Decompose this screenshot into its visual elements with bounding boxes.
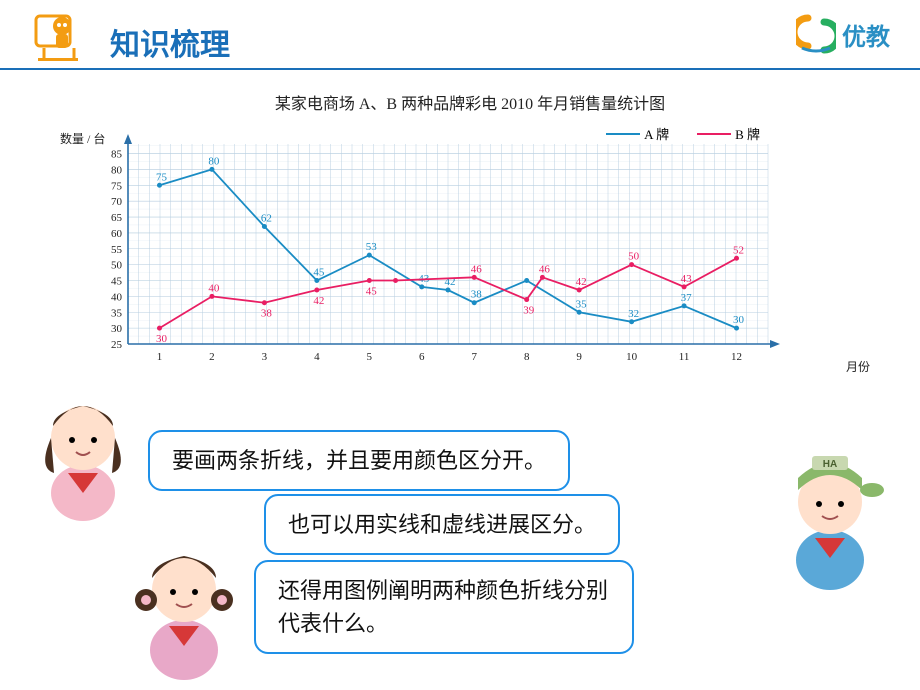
svg-text:1: 1 [157,351,163,363]
svg-text:35: 35 [576,298,588,310]
svg-text:45: 45 [111,276,123,288]
svg-text:4: 4 [314,351,320,363]
legend-swatch-b [697,133,731,135]
svg-text:40: 40 [208,282,220,294]
svg-text:11: 11 [679,351,690,363]
speech-bubble-1: 要画两条折线，并且要用颜色区分开。 [148,430,570,491]
svg-text:25: 25 [111,339,123,351]
svg-text:52: 52 [733,244,744,256]
legend-item-a: A 牌 [606,124,669,143]
svg-text:45: 45 [366,286,378,298]
speech-bubble-2: 也可以用实线和虚线进展区分。 [264,494,620,555]
svg-text:46: 46 [539,263,551,275]
svg-text:43: 43 [681,273,693,285]
legend-swatch-a [606,133,640,135]
svg-text:62: 62 [261,213,272,225]
y-axis-label: 数量 / 台 [60,130,105,147]
svg-text:2: 2 [209,351,215,363]
character-right: HA [770,440,900,600]
svg-text:37: 37 [681,292,693,304]
svg-text:70: 70 [111,196,123,208]
svg-text:65: 65 [111,212,123,224]
svg-text:6: 6 [419,351,425,363]
svg-text:30: 30 [111,323,123,335]
svg-text:32: 32 [628,308,639,320]
svg-text:10: 10 [626,351,638,363]
logo-icon [796,14,836,54]
svg-text:46: 46 [471,263,483,275]
legend-label-a: A 牌 [644,124,669,143]
header: 知识梳理 优教 [0,0,920,70]
svg-text:50: 50 [628,251,640,263]
svg-text:42: 42 [576,276,587,288]
character-left [28,378,138,528]
svg-text:53: 53 [366,241,378,253]
chart-container: 某家电商场 A、B 两种品牌彩电 2010 年月销售量统计图 数量 / 台 A … [80,90,860,373]
line-chart: 2530354045505560657075808512345678910111… [80,128,840,368]
svg-text:55: 55 [111,244,123,256]
svg-text:35: 35 [111,307,123,319]
svg-text:38: 38 [471,289,483,301]
brand-logo: 优教 [796,14,890,54]
speech-bubble-3: 还得用图例阐明两种颜色折线分别代表什么。 [254,560,634,654]
svg-text:3: 3 [262,351,268,363]
page-title: 知识梳理 [110,20,230,64]
svg-text:40: 40 [111,291,123,303]
svg-text:39: 39 [523,305,535,317]
svg-text:7: 7 [471,351,477,363]
legend-label-b: B 牌 [735,124,760,143]
svg-text:HA: HA [823,459,837,470]
svg-text:42: 42 [313,295,324,307]
owl-icon [30,10,88,66]
svg-text:5: 5 [367,351,373,363]
chart-legend: A 牌 B 牌 [606,124,760,143]
chart-title: 某家电商场 A、B 两种品牌彩电 2010 年月销售量统计图 [80,90,860,114]
svg-text:8: 8 [524,351,530,363]
svg-text:75: 75 [111,180,123,192]
svg-text:85: 85 [111,149,123,161]
character-bottom [124,528,244,688]
legend-item-b: B 牌 [697,124,760,143]
svg-text:60: 60 [111,228,123,240]
svg-text:80: 80 [208,155,220,167]
svg-text:45: 45 [313,267,325,279]
svg-text:9: 9 [576,351,582,363]
logo-text: 优教 [842,17,890,52]
svg-text:30: 30 [733,314,745,326]
x-axis-label: 月份 [846,358,870,375]
svg-text:75: 75 [156,171,168,183]
svg-text:80: 80 [111,164,123,176]
svg-text:50: 50 [111,260,123,272]
svg-text:12: 12 [731,351,742,363]
svg-text:30: 30 [156,333,168,345]
svg-text:38: 38 [261,308,273,320]
